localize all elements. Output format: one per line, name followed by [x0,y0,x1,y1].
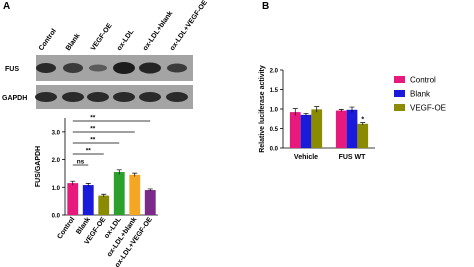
x-tick-label: FUS WT [339,154,367,161]
y-tick-label: 1.5 [270,88,279,94]
bar [98,195,110,215]
blot-bands [35,62,188,102]
band [113,92,135,102]
x-tick-label: Control [56,216,76,240]
error-bar [70,180,76,186]
lane-label: ox-LDL [116,28,136,52]
error-bar [314,106,320,113]
bar [311,109,323,148]
bar [67,183,79,215]
significance: ** [90,137,96,144]
band [87,92,109,102]
y-tick-label: 2.0 [52,158,61,164]
significance: ** [90,126,96,133]
error-bar [338,109,344,112]
bar [346,109,358,148]
lane-label: ox-LDL+VEGF-OE [169,0,209,52]
band [166,92,188,102]
y-tick-label: 3.0 [52,130,61,136]
legend-swatch [394,76,405,83]
significance: ** [90,115,96,122]
significance: * [361,117,364,124]
band [63,63,83,73]
legend-label: Blank [410,90,431,99]
y-tick-label: 0.5 [270,127,279,133]
lane-label: Blank [65,32,82,52]
lane-label: Control [38,28,58,52]
band [139,62,161,74]
bar [144,190,156,215]
error-bar [85,183,91,187]
bar [335,110,347,148]
axis-line [64,118,158,216]
panel-label: A [3,1,10,12]
error-bar [303,112,309,117]
y-tick-label: 1.0 [52,186,61,192]
error-bar [132,172,138,177]
bar [357,123,369,148]
band [36,63,56,73]
significance: ns [77,159,85,166]
band [113,62,135,74]
bar [289,112,301,148]
error-bar [360,122,366,125]
significance: ** [86,148,92,155]
legend-swatch [394,104,405,111]
error-bar [116,169,122,175]
y-tick-label: 1.0 [270,108,279,114]
blot-row-label: GAPDH [2,95,27,102]
legend-label: Control [410,76,436,85]
x-tick-label: Vehicle [294,154,318,161]
band [89,64,107,72]
bar [82,185,94,215]
band [139,92,161,102]
y-tick-label: 2.0 [270,69,279,75]
error-bar [147,188,153,192]
legend-label: VEGF-OE [410,104,446,113]
legend-swatch [394,90,405,97]
y-tick-label: 0.0 [52,214,61,220]
error-bar [101,193,107,197]
lane-label: VEGF-OE [90,22,114,52]
error-bar [349,106,355,113]
bar [129,174,141,215]
y-axis-label: Relative luciferase activity [259,65,266,153]
error-bar [292,108,298,116]
band [62,92,84,102]
bar [113,172,125,215]
panel-label: B [262,1,269,12]
y-tick-label: 0.0 [270,147,279,153]
bar [300,114,312,148]
blot-row-label: FUS [5,66,19,73]
band [35,92,57,102]
band [167,63,187,73]
y-axis-label: FUS/GAPDH [35,146,42,187]
